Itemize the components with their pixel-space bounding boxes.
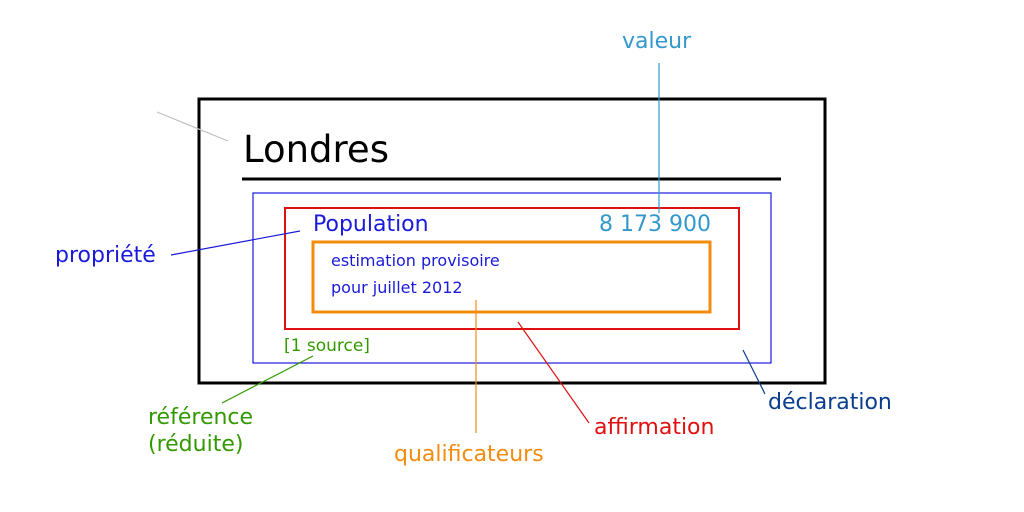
reference-annotation-line2: (réduite) xyxy=(148,432,244,457)
qualifier-text-line2: pour juillet 2012 xyxy=(331,278,463,297)
propriete-annotation: propriété xyxy=(55,243,156,268)
item-box xyxy=(197,97,827,385)
reference-leader-line xyxy=(221,355,314,404)
item-pointer-line xyxy=(156,111,229,142)
declaration-box xyxy=(252,192,772,364)
qualificateurs-annotation: qualificateurs xyxy=(394,442,544,467)
affirmation-box xyxy=(284,207,740,330)
declaration-leader-line xyxy=(742,349,766,395)
reference-annotation-line1: référence xyxy=(148,405,254,430)
propriete-leader-line xyxy=(170,230,301,256)
value-text: 8 173 900 xyxy=(599,212,711,237)
declaration-annotation: déclaration xyxy=(768,390,892,415)
valeur-annotation: valeur xyxy=(622,29,692,54)
reference-text: [1 source] xyxy=(284,336,370,356)
item-title: Londres xyxy=(243,128,389,171)
qualifier-text-line1: estimation provisoire xyxy=(331,251,500,270)
affirmation-annotation: affirmation xyxy=(594,415,715,440)
qualifier-box xyxy=(311,240,712,314)
property-label: Population xyxy=(313,212,429,237)
affirmation-leader-line xyxy=(517,321,590,424)
